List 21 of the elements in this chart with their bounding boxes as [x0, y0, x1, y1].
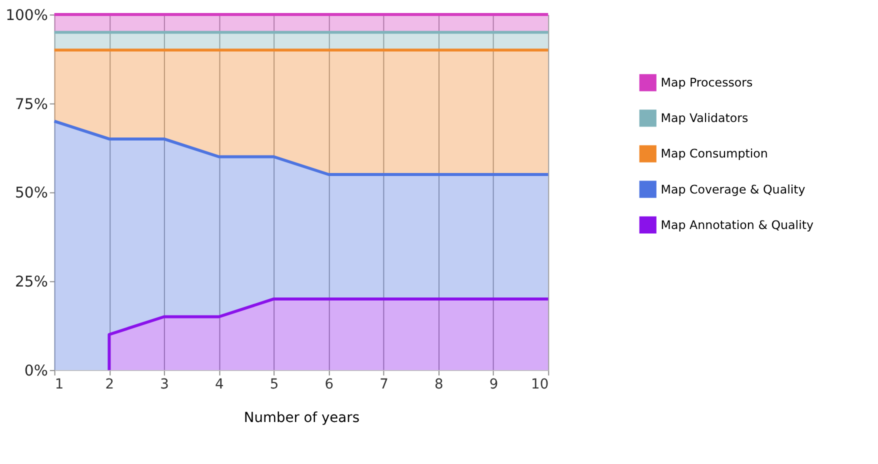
- x-axis-title: Number of years: [244, 410, 360, 426]
- legend-label: Map Validators: [660, 111, 748, 126]
- y-tick-label: 75%: [15, 96, 48, 113]
- x-tick-label: 2: [105, 376, 114, 392]
- x-tick-label: 10: [531, 376, 549, 392]
- legend-label: Map Annotation & Quality: [660, 218, 814, 232]
- legend-label: Map Processors: [660, 76, 753, 90]
- x-tick-label: 3: [160, 376, 169, 392]
- legend-label: Map Consumption: [660, 146, 768, 161]
- x-tick-label: 6: [324, 376, 334, 392]
- x-tick-label: 9: [489, 376, 498, 392]
- x-tick-label: 7: [380, 376, 388, 392]
- x-tick-label: 4: [215, 376, 224, 392]
- legend-label: Map Coverage & Quality: [660, 182, 806, 196]
- y-tick-label: 0%: [24, 362, 48, 380]
- y-tick-label: 100%: [6, 6, 48, 24]
- y-tick-label: 25%: [15, 274, 48, 291]
- x-tick-label: 5: [270, 376, 279, 392]
- y-tick-label: 50%: [15, 184, 48, 202]
- x-tick-label: 8: [434, 376, 444, 392]
- x-tick-label: 1: [54, 376, 64, 392]
